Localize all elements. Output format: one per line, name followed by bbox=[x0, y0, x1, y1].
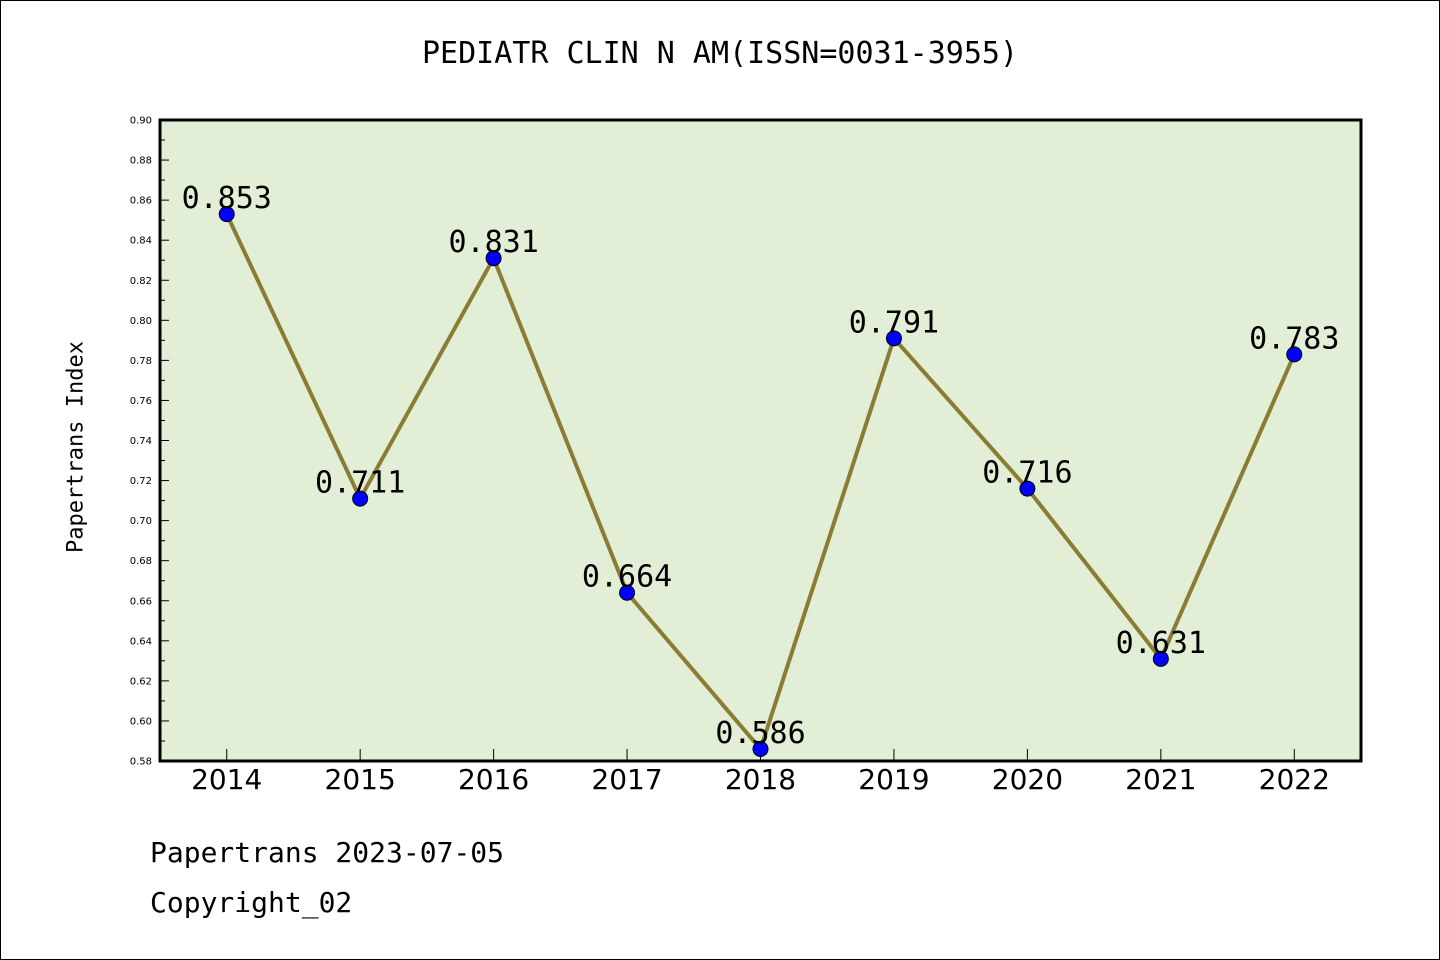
y-tick-label: 0.68 bbox=[130, 556, 152, 567]
y-tick-label: 0.80 bbox=[130, 316, 152, 327]
x-tick-label: 2019 bbox=[858, 763, 929, 796]
x-tick-label: 2018 bbox=[725, 763, 796, 796]
plot-area bbox=[160, 120, 1361, 761]
footer-date: Papertrans 2023-07-05 bbox=[150, 836, 505, 869]
x-tick-label: 2020 bbox=[992, 763, 1063, 796]
data-point bbox=[752, 740, 769, 757]
chart-title: PEDIATR CLIN N AM(ISSN=0031-3955) bbox=[421, 36, 1019, 71]
y-tick-label: 0.60 bbox=[130, 716, 152, 727]
y-tick-label: 0.86 bbox=[130, 196, 152, 207]
data-point bbox=[485, 250, 502, 267]
data-label: 0.716 bbox=[982, 456, 1072, 491]
data-point bbox=[885, 330, 902, 347]
y-tick-label: 0.66 bbox=[130, 596, 152, 607]
data-point bbox=[1152, 650, 1169, 667]
x-tick-label: 2022 bbox=[1259, 763, 1330, 796]
data-label: 0.831 bbox=[448, 225, 538, 260]
data-label: 0.783 bbox=[1249, 321, 1339, 356]
data-point bbox=[1019, 480, 1036, 497]
footer-copyright: Copyright_02 bbox=[150, 886, 353, 919]
x-tick-label: 2015 bbox=[325, 763, 396, 796]
y-tick-label: 0.90 bbox=[130, 116, 152, 127]
y-tick-label: 0.64 bbox=[130, 636, 152, 647]
y-tick-label: 0.84 bbox=[130, 236, 152, 247]
data-label: 0.631 bbox=[1116, 626, 1206, 661]
y-tick-label: 0.58 bbox=[130, 757, 152, 768]
data-label: 0.664 bbox=[582, 560, 672, 595]
data-point bbox=[218, 206, 235, 223]
y-tick-label: 0.74 bbox=[130, 436, 152, 447]
data-point bbox=[352, 490, 369, 507]
y-tick-label: 0.78 bbox=[130, 356, 152, 367]
y-tick-label: 0.76 bbox=[130, 396, 152, 407]
y-tick-label: 0.70 bbox=[130, 516, 152, 527]
y-tick-label: 0.62 bbox=[130, 676, 152, 687]
data-label: 0.791 bbox=[849, 305, 939, 340]
data-label: 0.711 bbox=[315, 466, 405, 501]
y-tick-label: 0.82 bbox=[130, 276, 152, 287]
y-tick-label: 0.88 bbox=[130, 156, 152, 167]
plot-border bbox=[158, 118, 1363, 763]
data-point bbox=[1286, 346, 1303, 363]
x-tick-label: 2017 bbox=[591, 763, 662, 796]
y-tick-label: 0.72 bbox=[130, 476, 152, 487]
data-label: 0.853 bbox=[182, 181, 272, 216]
x-tick-label: 2016 bbox=[458, 763, 529, 796]
x-tick-label: 2014 bbox=[191, 763, 262, 796]
data-point bbox=[619, 584, 636, 601]
x-tick-label: 2021 bbox=[1125, 763, 1196, 796]
data-label: 0.586 bbox=[715, 716, 805, 751]
